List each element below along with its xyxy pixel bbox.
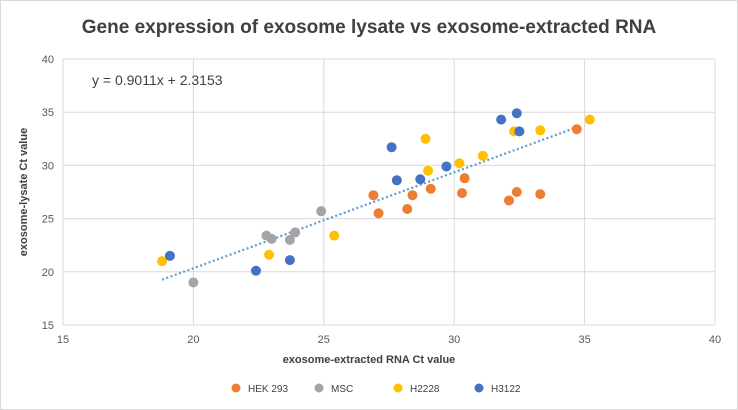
data-point-h3122[interactable]: [496, 114, 507, 125]
legend-marker: [393, 383, 403, 393]
legend-item-msc: MSC: [314, 383, 353, 395]
y-tick-label: 25: [42, 214, 54, 226]
legend-marker: [314, 383, 324, 393]
data-point-hek-293[interactable]: [571, 124, 582, 135]
legend-item-h3122: H3122: [474, 383, 521, 395]
y-tick-label: 30: [42, 160, 54, 172]
data-point-hek-293[interactable]: [368, 190, 379, 201]
x-axis-label: exosome-extracted RNA Ct value: [283, 354, 456, 366]
trendline-equation: y = 0.9011x + 2.3153: [92, 72, 223, 88]
data-point-msc[interactable]: [290, 227, 301, 238]
data-point-h2228[interactable]: [477, 150, 488, 161]
trendline-group: [161, 125, 580, 281]
x-tick-label: 25: [318, 334, 330, 346]
data-point-h2228[interactable]: [423, 165, 434, 176]
legend-label: H2228: [410, 384, 440, 395]
x-tick-label: 30: [448, 334, 460, 346]
y-tick-label: 20: [42, 267, 54, 279]
data-point-hek-293[interactable]: [503, 195, 514, 206]
chart-title: Gene expression of exosome lysate vs exo…: [82, 17, 657, 38]
data-point-h2228[interactable]: [329, 230, 340, 241]
y-tick-label: 40: [42, 54, 54, 66]
gridlines: [62, 58, 716, 326]
data-point-msc[interactable]: [266, 233, 277, 244]
data-point-h3122[interactable]: [415, 174, 426, 185]
data-point-h2228[interactable]: [157, 256, 168, 267]
data-point-hek-293[interactable]: [407, 190, 418, 201]
series-h3122: [164, 108, 525, 276]
data-points: [157, 108, 595, 288]
data-point-hek-293[interactable]: [402, 204, 413, 215]
series-h2228: [157, 114, 595, 267]
data-point-h2228[interactable]: [264, 249, 275, 260]
data-point-h3122[interactable]: [511, 108, 522, 119]
legend-label: MSC: [331, 384, 353, 395]
trendline: [161, 125, 580, 281]
data-point-h3122[interactable]: [386, 142, 397, 153]
data-point-hek-293[interactable]: [535, 189, 546, 200]
legend-marker: [474, 383, 484, 393]
x-tick-label: 15: [57, 334, 69, 346]
x-tick-label: 20: [187, 334, 199, 346]
y-tick-label: 35: [42, 107, 54, 119]
x-axis-ticks: 15 20 25 30 35 40: [57, 334, 721, 346]
data-point-msc[interactable]: [188, 277, 199, 288]
legend-marker: [231, 383, 241, 393]
series-msc: [188, 206, 327, 288]
data-point-hek-293[interactable]: [511, 187, 522, 197]
series-hek-293: [368, 124, 582, 219]
data-point-hek-293[interactable]: [459, 173, 470, 184]
legend-item-h2228: H2228: [393, 383, 440, 395]
data-point-msc[interactable]: [316, 206, 327, 217]
data-point-h3122[interactable]: [250, 265, 261, 276]
data-point-h3122[interactable]: [391, 175, 402, 186]
data-point-hek-293[interactable]: [457, 188, 468, 199]
legend-item-hek-293: HEK 293: [231, 383, 288, 395]
data-point-hek-293[interactable]: [425, 183, 436, 194]
x-tick-label: 40: [709, 334, 721, 346]
data-point-hek-293[interactable]: [373, 208, 384, 219]
data-point-h3122[interactable]: [164, 250, 175, 261]
legend-label: H3122: [491, 384, 521, 395]
data-point-msc[interactable]: [284, 234, 295, 245]
x-tick-label: 35: [578, 334, 590, 346]
y-axis-ticks: 15 20 25 30 35 40: [42, 54, 54, 332]
y-tick-label: 15: [42, 320, 54, 332]
data-point-h3122[interactable]: [514, 126, 525, 137]
data-point-h2228[interactable]: [584, 114, 595, 125]
data-point-h2228[interactable]: [420, 133, 431, 144]
data-point-h2228[interactable]: [535, 125, 546, 136]
data-point-h3122[interactable]: [441, 161, 452, 172]
legend: HEK 293 MSC H2228 H3122: [231, 383, 521, 395]
data-point-h3122[interactable]: [284, 255, 295, 266]
y-axis-label: exosome-lysate Ct value: [18, 128, 30, 256]
data-point-h2228[interactable]: [454, 158, 465, 169]
legend-label: HEK 293: [248, 384, 288, 395]
